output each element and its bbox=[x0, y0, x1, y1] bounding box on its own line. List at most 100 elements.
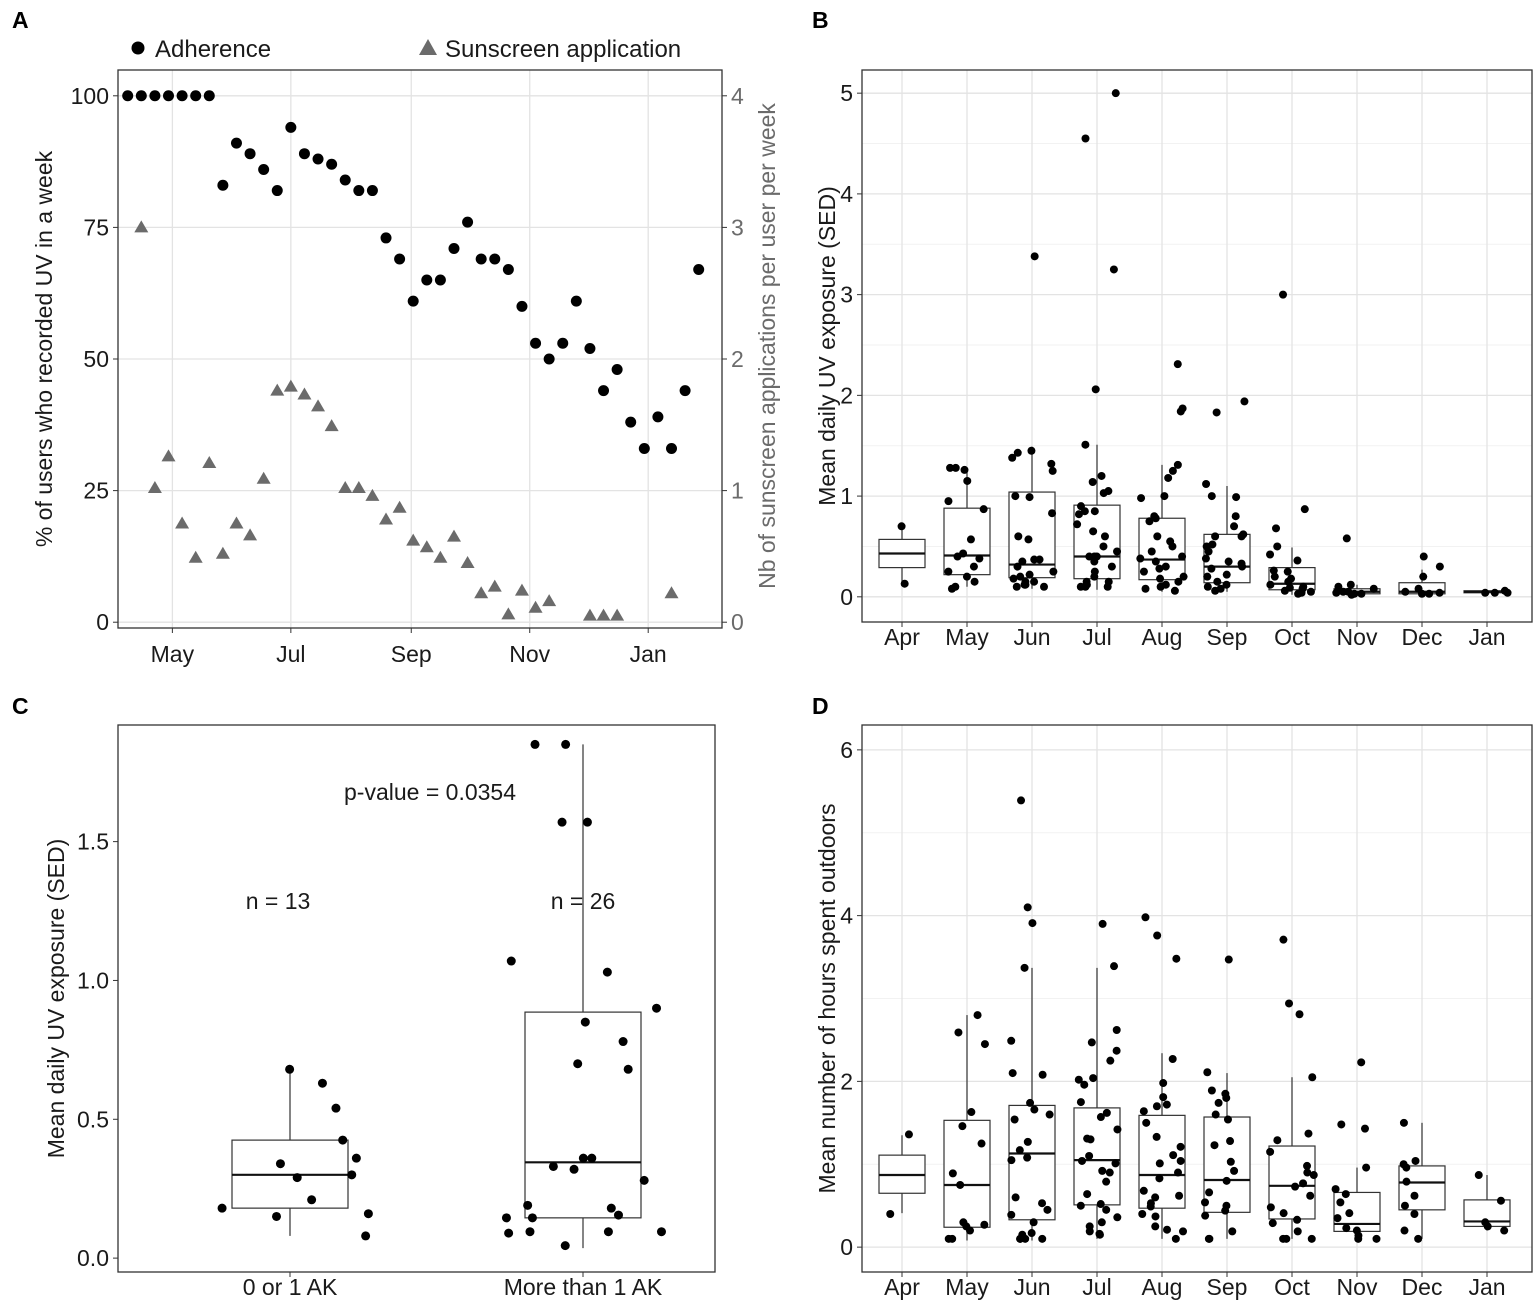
data-point bbox=[1293, 556, 1302, 565]
data-point bbox=[1201, 1211, 1210, 1220]
data-point bbox=[613, 1210, 623, 1220]
data-point bbox=[1279, 1234, 1288, 1243]
data-point bbox=[1090, 572, 1099, 581]
data-point bbox=[1360, 1124, 1369, 1133]
data-point bbox=[1047, 459, 1056, 468]
data-point bbox=[1151, 1212, 1160, 1221]
data-point bbox=[582, 817, 592, 827]
data-point bbox=[1081, 440, 1090, 449]
box bbox=[1333, 1191, 1381, 1232]
data-point bbox=[1045, 1110, 1054, 1119]
data-point bbox=[1153, 532, 1162, 541]
data-point bbox=[1211, 586, 1220, 595]
data-point bbox=[1303, 1168, 1312, 1177]
data-point bbox=[1099, 489, 1108, 498]
data-point bbox=[960, 465, 969, 474]
data-point bbox=[1169, 1151, 1178, 1160]
data-point bbox=[1139, 1107, 1148, 1116]
data-point bbox=[1007, 1156, 1016, 1165]
adherence-point bbox=[176, 90, 188, 102]
data-point bbox=[1155, 1174, 1164, 1183]
y-tick-label: 4 bbox=[840, 181, 853, 207]
data-point bbox=[1038, 1199, 1047, 1208]
data-point bbox=[970, 577, 979, 586]
plot-border bbox=[117, 69, 723, 629]
boxplot-apr bbox=[878, 1130, 926, 1218]
sunscreen-point bbox=[514, 583, 529, 596]
x-tick-label: May bbox=[945, 1274, 989, 1300]
data-point bbox=[1342, 534, 1351, 543]
adherence-point bbox=[489, 253, 501, 265]
data-point bbox=[307, 1195, 317, 1205]
data-point bbox=[1082, 580, 1091, 589]
data-point bbox=[1098, 1166, 1107, 1175]
data-point bbox=[1086, 1135, 1095, 1144]
sunscreen-point bbox=[311, 399, 326, 412]
data-point bbox=[1266, 580, 1275, 589]
data-point bbox=[1009, 574, 1018, 583]
adherence-point bbox=[230, 137, 242, 149]
data-point bbox=[1332, 588, 1341, 597]
data-point bbox=[1176, 1142, 1185, 1151]
data-point bbox=[603, 1227, 613, 1237]
box bbox=[524, 1011, 642, 1219]
data-point bbox=[1204, 547, 1213, 556]
data-point bbox=[962, 1222, 971, 1231]
data-point bbox=[1100, 532, 1109, 541]
data-point bbox=[953, 552, 962, 561]
data-point bbox=[1342, 1224, 1351, 1233]
adherence-point bbox=[652, 411, 664, 423]
data-point bbox=[1097, 1218, 1106, 1227]
data-point bbox=[1291, 1182, 1300, 1191]
data-point bbox=[1030, 1105, 1039, 1114]
y-tick-label: 0.5 bbox=[77, 1106, 109, 1132]
adherence-point bbox=[326, 158, 338, 170]
data-point bbox=[1024, 535, 1033, 544]
data-point bbox=[977, 1139, 986, 1148]
data-point bbox=[1025, 570, 1034, 579]
data-point bbox=[1357, 589, 1366, 598]
adherence-point bbox=[679, 385, 691, 397]
legend-adherence-marker bbox=[131, 41, 145, 55]
data-point bbox=[1013, 562, 1022, 571]
data-point bbox=[1306, 1191, 1315, 1200]
data-point bbox=[560, 1241, 570, 1251]
boxplot-more-than-1-ak bbox=[501, 739, 666, 1251]
y2-tick-label: 2 bbox=[731, 346, 744, 372]
data-point bbox=[1088, 477, 1097, 486]
boxplot-nov bbox=[1331, 1058, 1381, 1243]
data-point bbox=[1137, 494, 1146, 503]
data-point bbox=[1029, 1218, 1038, 1227]
data-point bbox=[272, 1211, 282, 1221]
data-point bbox=[1076, 582, 1085, 591]
data-point bbox=[1336, 1198, 1345, 1207]
data-point bbox=[1402, 1177, 1411, 1186]
data-point bbox=[504, 1228, 514, 1238]
data-point bbox=[506, 956, 516, 966]
boxplot-jul bbox=[1073, 919, 1122, 1239]
data-point bbox=[1425, 589, 1434, 598]
sunscreen-point bbox=[365, 488, 380, 501]
sunscreen-point bbox=[297, 387, 312, 400]
data-point bbox=[1155, 564, 1164, 573]
data-point bbox=[1104, 577, 1113, 586]
x-tick-label: Jun bbox=[1013, 1274, 1050, 1300]
data-point bbox=[1204, 1234, 1213, 1243]
data-point bbox=[548, 1161, 558, 1171]
n-annotation: n = 13 bbox=[246, 888, 311, 914]
data-point bbox=[1102, 1205, 1111, 1214]
data-point bbox=[958, 1122, 967, 1131]
data-point bbox=[1201, 554, 1210, 563]
data-point bbox=[1207, 492, 1216, 501]
data-point bbox=[1074, 1075, 1083, 1084]
sunscreen-point bbox=[270, 383, 285, 396]
boxplot-jun bbox=[1008, 252, 1058, 591]
data-point bbox=[946, 463, 955, 472]
data-point bbox=[1293, 1215, 1302, 1224]
data-point bbox=[652, 1003, 662, 1013]
data-point bbox=[948, 1169, 957, 1178]
sunscreen-point bbox=[596, 608, 611, 621]
p-value-annotation: p-value = 0.0354 bbox=[344, 779, 516, 805]
data-point bbox=[347, 1170, 357, 1180]
